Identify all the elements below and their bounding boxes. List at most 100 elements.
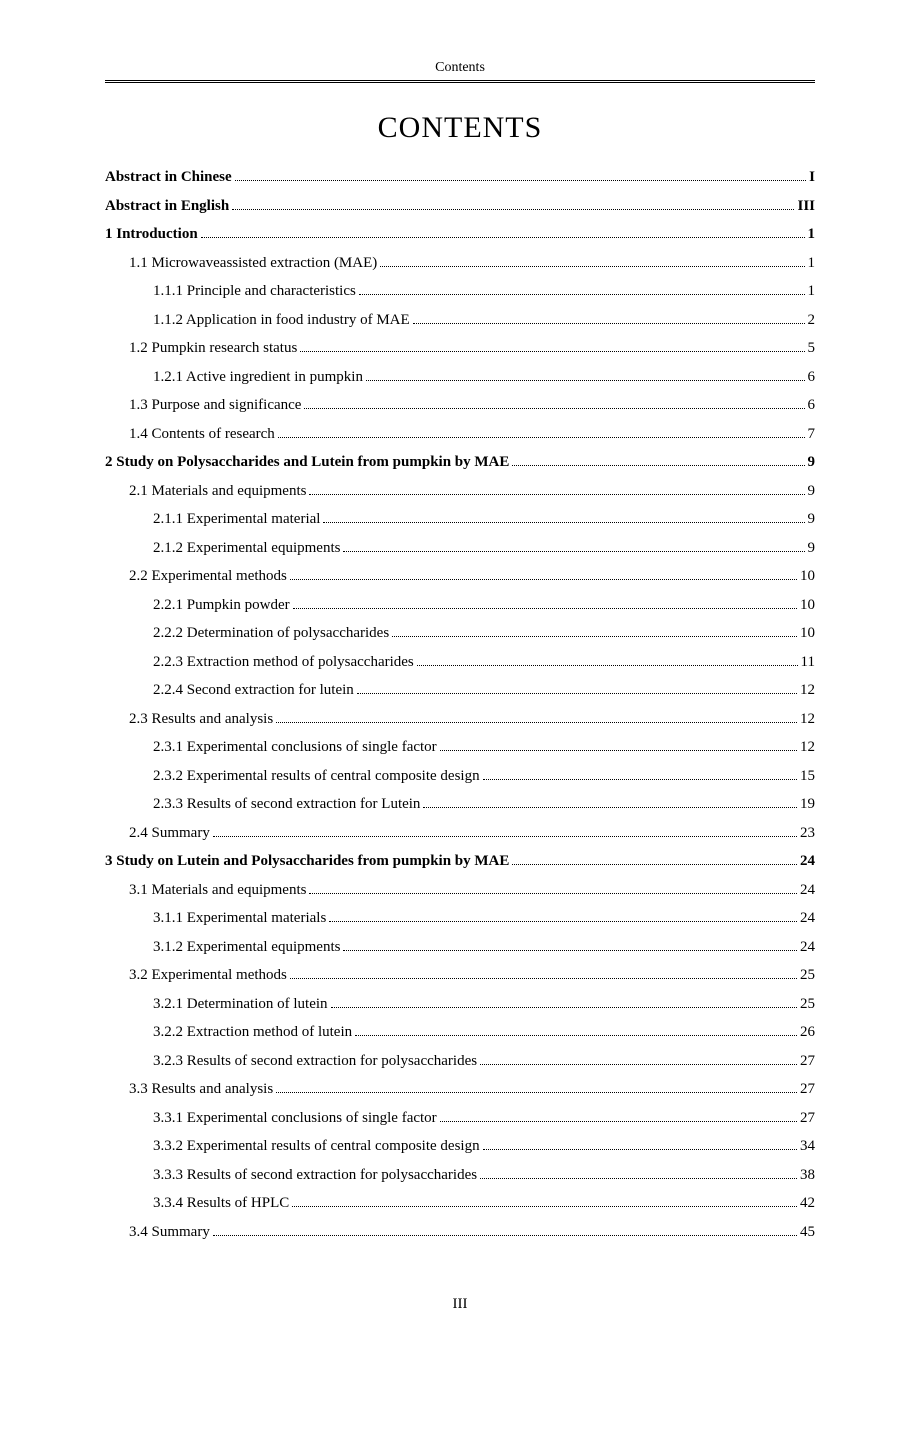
toc-row: 2.3.1 Experimental conclusions of single… (105, 733, 815, 762)
toc-entry-label: 3.1.2 Experimental equipments (153, 933, 340, 962)
toc-leader (329, 921, 797, 922)
page-number: III (105, 1296, 815, 1313)
toc-leader (323, 522, 804, 523)
toc-row: Abstract in EnglishIII (105, 192, 815, 221)
toc-row: 3.4 Summary 45 (105, 1218, 815, 1247)
toc-leader (440, 750, 797, 751)
toc-entry-label: 3.4 Summary (129, 1218, 210, 1247)
toc-leader (512, 465, 804, 466)
toc-row: 3.2 Experimental methods25 (105, 961, 815, 990)
toc-row: 2.2.4 Second extraction for lutein12 (105, 676, 815, 705)
toc-row: 3.1 Materials and equipments24 (105, 876, 815, 905)
toc-leader (440, 1121, 797, 1122)
toc-row: 2.3 Results and analysis12 (105, 705, 815, 734)
toc-row: 3.3.1 Experimental conclusions of single… (105, 1104, 815, 1133)
toc-row: 2.4 Summary23 (105, 819, 815, 848)
toc-entry-label: 2.2 Experimental methods (129, 562, 287, 591)
toc-leader (309, 893, 797, 894)
toc-leader (201, 237, 805, 238)
toc-row: 1.1.2 Application in food industry of MA… (105, 306, 815, 335)
toc-entry-label: 2.4 Summary (129, 819, 210, 848)
toc-leader (213, 1235, 797, 1236)
toc-entry-label: 3.1.1 Experimental materials (153, 904, 326, 933)
toc-row: 3.3.2 Experimental results of central co… (105, 1132, 815, 1161)
toc-entry-label: 1.2.1 Active ingredient in pumpkin (153, 363, 363, 392)
toc-leader (483, 1149, 797, 1150)
toc-entry-page: 24 (800, 933, 815, 962)
toc-entry-page: 5 (808, 334, 816, 363)
toc-entry-page: 10 (800, 591, 815, 620)
toc-entry-label: 3.2 Experimental methods (129, 961, 287, 990)
toc-entry-page: 7 (808, 420, 816, 449)
toc-row: 1.1 Microwaveassisted extraction (MAE)1 (105, 249, 815, 278)
toc-entry-label: 2.2.1 Pumpkin powder (153, 591, 290, 620)
toc-row: 1.1.1 Principle and characteristics 1 (105, 277, 815, 306)
toc-leader (331, 1007, 797, 1008)
toc-row: 1.4 Contents of research 7 (105, 420, 815, 449)
toc-entry-page: 10 (800, 619, 815, 648)
toc-entry-label: 2.3.2 Experimental results of central co… (153, 762, 480, 791)
toc-entry-page: 2 (808, 306, 816, 335)
toc-row: 1 Introduction1 (105, 220, 815, 249)
toc-leader (512, 864, 797, 865)
toc-row: 3.1.2 Experimental equipments 24 (105, 933, 815, 962)
toc-row: 3.1.1 Experimental materials24 (105, 904, 815, 933)
toc-row: 3.3.4 Results of HPLC42 (105, 1189, 815, 1218)
toc-entry-page: 45 (800, 1218, 815, 1247)
toc-entry-page: 27 (800, 1047, 815, 1076)
toc-entry-label: 2.2.2 Determination of polysaccharides (153, 619, 389, 648)
toc-row: 3.2.1 Determination of lutein25 (105, 990, 815, 1019)
toc-leader (232, 209, 794, 210)
toc-entry-page: 27 (800, 1104, 815, 1133)
toc-leader (417, 665, 798, 666)
toc-entry-page: 9 (808, 534, 816, 563)
toc-leader (355, 1035, 797, 1036)
toc-entry-page: 9 (808, 477, 816, 506)
toc-entry-label: 3.2.2 Extraction method of lutein (153, 1018, 352, 1047)
toc-entry-label: 2.3.1 Experimental conclusions of single… (153, 733, 437, 762)
toc-entry-label: 3.2.1 Determination of lutein (153, 990, 328, 1019)
toc-entry-page: 9 (808, 505, 816, 534)
toc-leader (343, 551, 804, 552)
toc-entry-page: 11 (801, 648, 815, 677)
toc-entry-label: 1.2 Pumpkin research status (129, 334, 297, 363)
toc-leader (423, 807, 797, 808)
toc-entry-label: 3.2.3 Results of second extraction for p… (153, 1047, 477, 1076)
toc-entry-page: III (797, 192, 815, 221)
toc-row: Abstract in ChineseI (105, 163, 815, 192)
toc-leader (380, 266, 804, 267)
toc-entry-label: 2.3 Results and analysis (129, 705, 273, 734)
header-label: Contents (105, 60, 815, 76)
toc-entry-page: 27 (800, 1075, 815, 1104)
toc-row: 3 Study on Lutein and Polysaccharides fr… (105, 847, 815, 876)
toc-leader (290, 579, 797, 580)
toc-leader (235, 180, 806, 181)
toc-entry-page: 1 (808, 249, 816, 278)
page: Contents CONTENTS Abstract in ChineseIAb… (85, 60, 835, 1313)
toc-list: Abstract in ChineseIAbstract in EnglishI… (105, 163, 815, 1246)
toc-row: 3.3.3 Results of second extraction for p… (105, 1161, 815, 1190)
toc-row: 2.2 Experimental methods10 (105, 562, 815, 591)
toc-row: 2.3.3 Results of second extraction for L… (105, 790, 815, 819)
toc-entry-label: 1.4 Contents of research (129, 420, 275, 449)
toc-row: 3.2.2 Extraction method of lutein26 (105, 1018, 815, 1047)
toc-entry-label: 3.3.3 Results of second extraction for p… (153, 1161, 477, 1190)
toc-entry-page: 1 (808, 277, 816, 306)
toc-leader (392, 636, 797, 637)
toc-leader (213, 836, 797, 837)
toc-leader (309, 494, 804, 495)
toc-entry-label: 3.3.1 Experimental conclusions of single… (153, 1104, 437, 1133)
toc-entry-label: 2.1.1 Experimental material (153, 505, 320, 534)
toc-entry-label: 2.3.3 Results of second extraction for L… (153, 790, 420, 819)
toc-leader (278, 437, 805, 438)
toc-leader (480, 1064, 797, 1065)
toc-row: 1.2.1 Active ingredient in pumpkin6 (105, 363, 815, 392)
toc-row: 1.3 Purpose and significance6 (105, 391, 815, 420)
toc-entry-label: 2.1.2 Experimental equipments (153, 534, 340, 563)
toc-entry-label: 1.3 Purpose and significance (129, 391, 301, 420)
toc-row: 1.2 Pumpkin research status 5 (105, 334, 815, 363)
toc-leader (357, 693, 797, 694)
toc-entry-label: 1 Introduction (105, 220, 198, 249)
toc-entry-label: 1.1.1 Principle and characteristics (153, 277, 356, 306)
toc-row: 2.2.3 Extraction method of polysaccharid… (105, 648, 815, 677)
